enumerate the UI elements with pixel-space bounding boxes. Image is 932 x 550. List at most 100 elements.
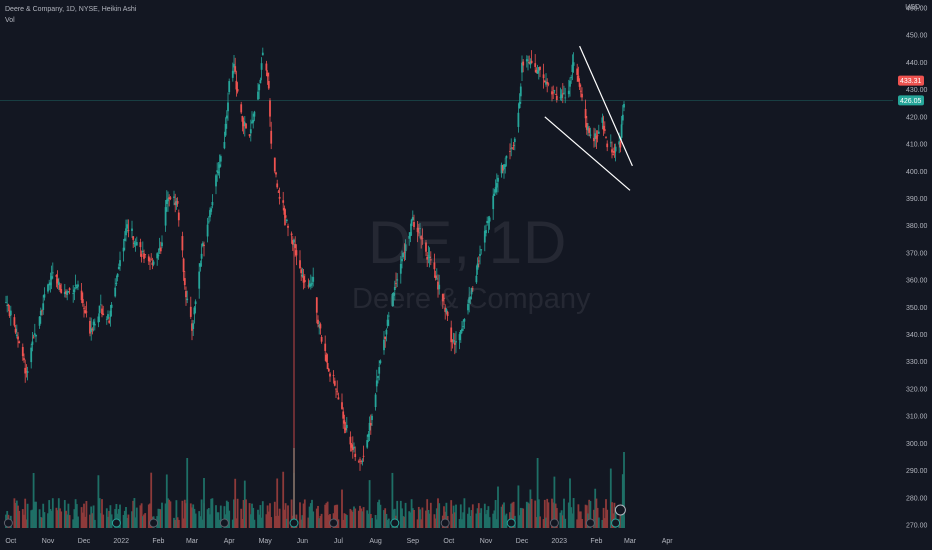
x-tick-label: 2023: [551, 538, 567, 545]
candle-body: [270, 130, 273, 144]
earnings-marker[interactable]: [289, 518, 299, 528]
candle-body: [90, 328, 93, 332]
trendlines[interactable]: [544, 45, 633, 191]
candle-body: [295, 250, 298, 256]
candle-body: [605, 136, 607, 138]
candle-body: [302, 276, 305, 283]
earnings-marker[interactable]: [390, 518, 400, 528]
dividend-marker[interactable]: [440, 518, 450, 528]
candle-body: [51, 272, 54, 274]
volume-bar: [342, 519, 345, 528]
volume-bar: [426, 499, 429, 528]
volume-bar: [559, 512, 562, 528]
candle-body: [158, 248, 161, 250]
event-markers[interactable]: [3, 504, 626, 528]
volume-bar: [57, 498, 60, 528]
candle-body: [534, 63, 537, 67]
dividend-marker[interactable]: [329, 518, 339, 528]
volume-bar: [50, 510, 53, 528]
volume-bar: [353, 506, 355, 528]
dividend-marker[interactable]: [549, 518, 559, 528]
volume-bar: [497, 486, 499, 528]
candle-body: [513, 138, 516, 143]
candle-body: [149, 260, 151, 262]
dividend-marker[interactable]: [219, 518, 229, 528]
volume-bar: [157, 508, 160, 528]
volume-bar: [357, 510, 360, 528]
volume-bar: [210, 498, 213, 528]
volume-bar: [461, 519, 463, 528]
volume-bar: [181, 500, 184, 528]
candle-body: [173, 196, 175, 198]
candle-body: [169, 197, 172, 199]
x-axis[interactable]: Oct Nov Dec 2022 Feb Mar Apr May Jun Jul Aug Sep Oct…: [5, 538, 673, 545]
lower-channel-line[interactable]: [544, 116, 631, 191]
candle-body: [101, 308, 103, 315]
volume-bar: [198, 511, 201, 528]
earnings-marker[interactable]: [506, 518, 516, 528]
dividend-marker[interactable]: [585, 518, 595, 528]
volume-bar: [235, 518, 238, 528]
candle-body: [492, 195, 495, 210]
upcoming-event-marker[interactable]: [614, 504, 626, 516]
candle-body: [183, 278, 186, 286]
candle-body: [385, 329, 388, 335]
volume-bar: [81, 512, 84, 528]
x-tick-label: Jun: [297, 538, 308, 545]
y-tick-label: 320.00: [906, 386, 928, 393]
volume-bar: [183, 499, 186, 528]
volume-bar: [251, 503, 253, 528]
volume-bar: [17, 505, 19, 528]
volume-bar: [192, 504, 195, 528]
volume-bar: [324, 504, 327, 528]
candle-body: [193, 307, 196, 315]
volume-bar: [318, 518, 321, 528]
candle-body: [311, 282, 313, 285]
candle-body: [495, 183, 498, 188]
upper-channel-line[interactable]: [579, 45, 633, 167]
volume-bar: [325, 503, 328, 528]
volume-bar: [437, 498, 439, 528]
candle-body: [337, 397, 340, 400]
volume-bar: [487, 506, 490, 528]
volume-bar: [367, 513, 370, 528]
x-tick-label: Aug: [369, 538, 382, 545]
volume-bar: [233, 499, 235, 528]
volume-bar: [621, 474, 624, 528]
candle-body: [500, 164, 503, 174]
symbol-title[interactable]: Deere & Company, 1D, NYSE, Heikin Ashi: [5, 6, 137, 13]
volume-bar: [336, 504, 339, 528]
volume-bar: [110, 514, 113, 528]
volume-bar: [593, 509, 595, 528]
volume-bar: [164, 503, 167, 528]
candle-body: [362, 455, 365, 457]
earnings-marker[interactable]: [111, 518, 121, 528]
candle-body: [42, 303, 45, 310]
volume-bar: [158, 508, 161, 528]
candle-body: [140, 254, 143, 257]
candle-body: [49, 282, 52, 286]
candle-body: [611, 149, 613, 153]
y-axis[interactable]: 460.00 450.00 440.00 430.00 420.00 410.00 400.…: [906, 6, 928, 530]
volume-bar: [611, 502, 613, 528]
volume-bar: [38, 509, 41, 528]
volume-label[interactable]: Vol: [5, 17, 15, 24]
candle-body: [469, 296, 472, 300]
earnings-marker[interactable]: [611, 518, 621, 528]
dividend-marker[interactable]: [3, 518, 13, 528]
candle-body: [525, 59, 528, 62]
volume-bar: [488, 517, 491, 528]
dividend-marker[interactable]: [149, 518, 159, 528]
volume-bar: [122, 514, 125, 528]
x-tick-label: Oct: [5, 538, 16, 545]
current-price-badge: [898, 95, 924, 106]
candle-body: [315, 297, 318, 313]
volume-bar: [92, 505, 95, 528]
candle-body: [623, 104, 625, 108]
volume-bar: [402, 516, 405, 528]
volume-bar: [528, 503, 531, 528]
volume-bar: [209, 514, 211, 528]
volume-bar: [320, 513, 323, 528]
volume-bar: [563, 498, 565, 528]
